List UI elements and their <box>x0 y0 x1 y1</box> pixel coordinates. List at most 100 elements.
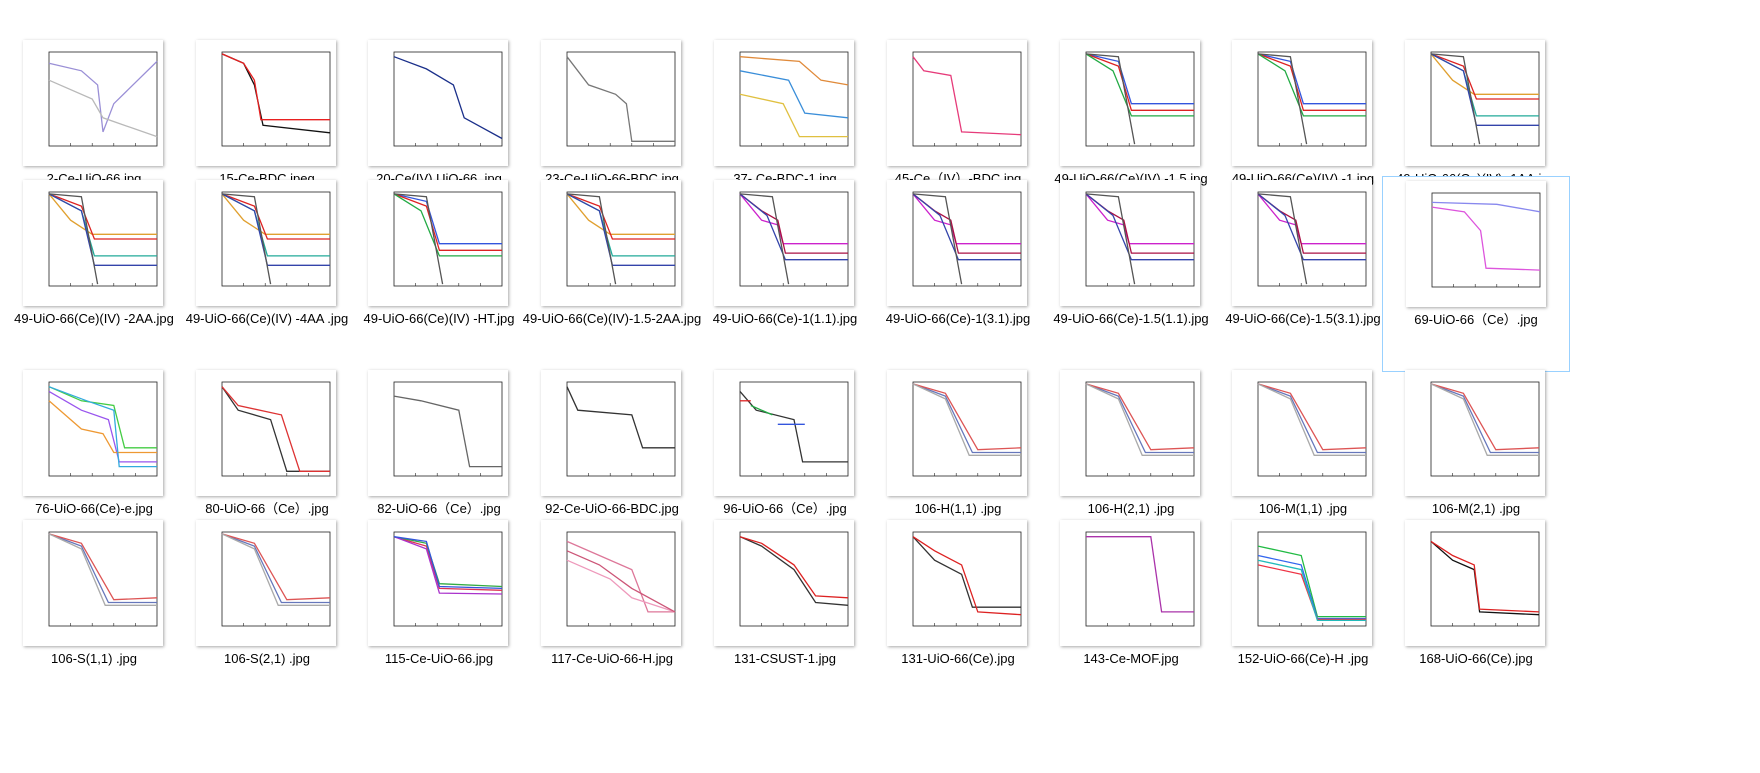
file-name-label[interactable]: 168-UiO-66(Ce).jpg <box>1419 651 1533 666</box>
file-thumbnail[interactable] <box>23 40 163 166</box>
tga-curve <box>1085 53 1194 117</box>
file-item[interactable]: 37- Ce-BDC-1.jpg <box>691 36 879 232</box>
file-item[interactable]: 131-CSUST-1.jpg <box>691 516 879 712</box>
file-item[interactable]: 82-UiO-66（Ce）.jpg <box>345 366 533 562</box>
file-name-label[interactable]: 96-UiO-66（Ce）.jpg <box>723 501 847 516</box>
file-thumbnail[interactable] <box>1060 40 1200 166</box>
tga-curve <box>566 193 675 257</box>
file-thumbnail[interactable] <box>368 370 508 496</box>
file-name-label[interactable]: 131-UiO-66(Ce).jpg <box>901 651 1015 666</box>
file-item[interactable]: 106-H(2,1) .jpg <box>1037 366 1225 562</box>
file-thumbnail[interactable] <box>714 180 854 306</box>
file-thumbnail[interactable] <box>23 370 163 496</box>
file-item[interactable]: 106-S(2,1) .jpg <box>173 516 361 712</box>
file-thumbnail[interactable] <box>1060 370 1200 496</box>
plot-frame <box>739 381 849 477</box>
file-item[interactable]: 106-M(1,1) .jpg <box>1209 366 1397 562</box>
file-thumbnail[interactable] <box>1060 520 1200 646</box>
file-name-label[interactable]: 49-UiO-66(Ce)-1.5(1.1).jpg <box>1053 311 1209 326</box>
file-thumbnail[interactable] <box>1232 180 1372 306</box>
file-thumbnail[interactable] <box>887 520 1027 646</box>
file-name-label[interactable]: 106-M(2,1) .jpg <box>1431 501 1521 516</box>
file-name-label[interactable]: 49-UiO-66(Ce)(IV)-1.5-2AA.jpg <box>522 311 702 326</box>
file-item[interactable]: 117-Ce-UiO-66-H.jpg <box>518 516 706 712</box>
file-item[interactable]: 49-UiO-66(Ce)(IV) -2AA.jpg <box>0 176 188 372</box>
file-thumbnail[interactable] <box>1232 370 1372 496</box>
file-name-label[interactable]: 82-UiO-66（Ce）.jpg <box>377 501 501 516</box>
file-name-label[interactable]: 106-M(1,1) .jpg <box>1258 501 1348 516</box>
file-name-label[interactable]: 106-H(1,1) .jpg <box>914 501 1002 516</box>
file-thumbnail[interactable] <box>1232 40 1372 166</box>
file-thumbnail[interactable] <box>887 40 1027 166</box>
file-item[interactable]: 152-UiO-66(Ce)-H .jpg <box>1209 516 1397 712</box>
plot-frame <box>1085 531 1195 627</box>
file-thumbnail[interactable] <box>1405 40 1545 166</box>
file-item[interactable]: 20-Ce(IV) UiO-66 .jpg <box>345 36 533 232</box>
file-thumbnail[interactable] <box>541 180 681 306</box>
file-item[interactable]: 49-UiO-66(Ce)(IV) -4AA .jpg <box>173 176 361 372</box>
file-item[interactable]: 76-UiO-66(Ce)-e.jpg <box>0 366 188 562</box>
file-item[interactable]: 49-UiO-66(Ce)-1.5(3.1).jpg <box>1209 176 1397 372</box>
file-thumbnail[interactable] <box>1060 180 1200 306</box>
file-thumbnail[interactable] <box>196 40 336 166</box>
file-item[interactable]: 49-UiO-66(Ce)(IV) -HT.jpg <box>345 176 533 372</box>
file-item[interactable]: 49-UiO-66(Ce)-1(3.1).jpg <box>864 176 1052 372</box>
file-thumbnail[interactable] <box>23 180 163 306</box>
file-name-label[interactable]: 106-H(2,1) .jpg <box>1087 501 1175 516</box>
file-thumbnail[interactable] <box>541 40 681 166</box>
file-thumbnail[interactable] <box>1405 370 1545 496</box>
file-name-label[interactable]: 115-Ce-UiO-66.jpg <box>384 651 494 666</box>
file-item[interactable]: 106-H(1,1) .jpg <box>864 366 1052 562</box>
file-thumbnail[interactable] <box>196 520 336 646</box>
file-item[interactable]: 45-Ce（IV）-BDC.jpg <box>864 36 1052 232</box>
file-thumbnail[interactable] <box>714 520 854 646</box>
file-name-label[interactable]: 92-Ce-UiO-66-BDC.jpg <box>545 501 679 516</box>
file-thumbnail[interactable] <box>714 370 854 496</box>
file-thumbnail[interactable] <box>887 180 1027 306</box>
file-item[interactable]: 80-UiO-66（Ce）.jpg <box>173 366 361 562</box>
file-item[interactable]: 15-Ce-BDC.jpeg <box>173 36 361 232</box>
file-name-label[interactable]: 152-UiO-66(Ce)-H .jpg <box>1237 651 1369 666</box>
file-item[interactable]: 2-Ce-UiO-66.jpg <box>0 36 188 232</box>
file-item[interactable]: 49-UiO-66(Ce)-1.5(1.1).jpg <box>1037 176 1225 372</box>
file-name-label[interactable]: 49-UiO-66(Ce)-1(3.1).jpg <box>885 311 1031 326</box>
file-name-label[interactable]: 117-Ce-UiO-66-H.jpg <box>551 651 673 666</box>
file-item[interactable]: 106-S(1,1) .jpg <box>0 516 188 712</box>
file-name-label[interactable]: 49-UiO-66(Ce)-1.5(3.1).jpg <box>1225 311 1381 326</box>
file-name-label[interactable]: 80-UiO-66（Ce）.jpg <box>205 501 329 516</box>
file-thumbnail[interactable] <box>541 370 681 496</box>
file-thumbnail[interactable] <box>196 180 336 306</box>
file-name-label[interactable]: 106-S(1,1) .jpg <box>51 651 137 666</box>
plot-frame <box>1085 381 1195 477</box>
file-name-label[interactable]: 76-UiO-66(Ce)-e.jpg <box>35 501 153 516</box>
file-item[interactable]: 168-UiO-66(Ce).jpg <box>1382 516 1570 712</box>
file-thumbnail[interactable] <box>1232 520 1372 646</box>
file-item[interactable]: 106-M(2,1) .jpg <box>1382 366 1570 562</box>
file-thumbnail[interactable] <box>368 520 508 646</box>
file-name-label[interactable]: 49-UiO-66(Ce)(IV) -4AA .jpg <box>185 311 349 326</box>
file-item[interactable]: 96-UiO-66（Ce）.jpg <box>691 366 879 562</box>
file-name-label[interactable]: 106-S(2,1) .jpg <box>224 651 310 666</box>
file-item[interactable]: 131-UiO-66(Ce).jpg <box>864 516 1052 712</box>
file-thumbnail[interactable] <box>368 40 508 166</box>
file-name-label[interactable]: 69-UiO-66（Ce）.jpg <box>1414 312 1538 327</box>
file-thumbnail[interactable] <box>1406 181 1546 307</box>
file-thumbnail[interactable] <box>541 520 681 646</box>
file-thumbnail[interactable] <box>196 370 336 496</box>
file-thumbnail[interactable] <box>368 180 508 306</box>
file-thumbnail[interactable] <box>714 40 854 166</box>
file-item[interactable]: 49-UiO-66(Ce)(IV)-1.5-2AA.jpg <box>518 176 706 372</box>
file-name-label[interactable]: 49-UiO-66(Ce)-1(1.1).jpg <box>712 311 858 326</box>
file-item[interactable]: 143-Ce-MOF.jpg <box>1037 516 1225 712</box>
file-name-label[interactable]: 49-UiO-66(Ce)(IV) -HT.jpg <box>363 311 515 326</box>
file-item[interactable]: 115-Ce-UiO-66.jpg <box>345 516 533 712</box>
file-item[interactable]: 69-UiO-66（Ce）.jpg <box>1382 176 1570 372</box>
file-item[interactable]: 92-Ce-UiO-66-BDC.jpg <box>518 366 706 562</box>
file-thumbnail[interactable] <box>23 520 163 646</box>
file-name-label[interactable]: 131-CSUST-1.jpg <box>734 651 836 666</box>
file-name-label[interactable]: 49-UiO-66(Ce)(IV) -2AA.jpg <box>14 311 174 326</box>
file-item[interactable]: 49-UiO-66(Ce)-1(1.1).jpg <box>691 176 879 372</box>
file-name-label[interactable]: 143-Ce-MOF.jpg <box>1083 651 1179 666</box>
file-thumbnail[interactable] <box>887 370 1027 496</box>
file-thumbnail[interactable] <box>1405 520 1545 646</box>
